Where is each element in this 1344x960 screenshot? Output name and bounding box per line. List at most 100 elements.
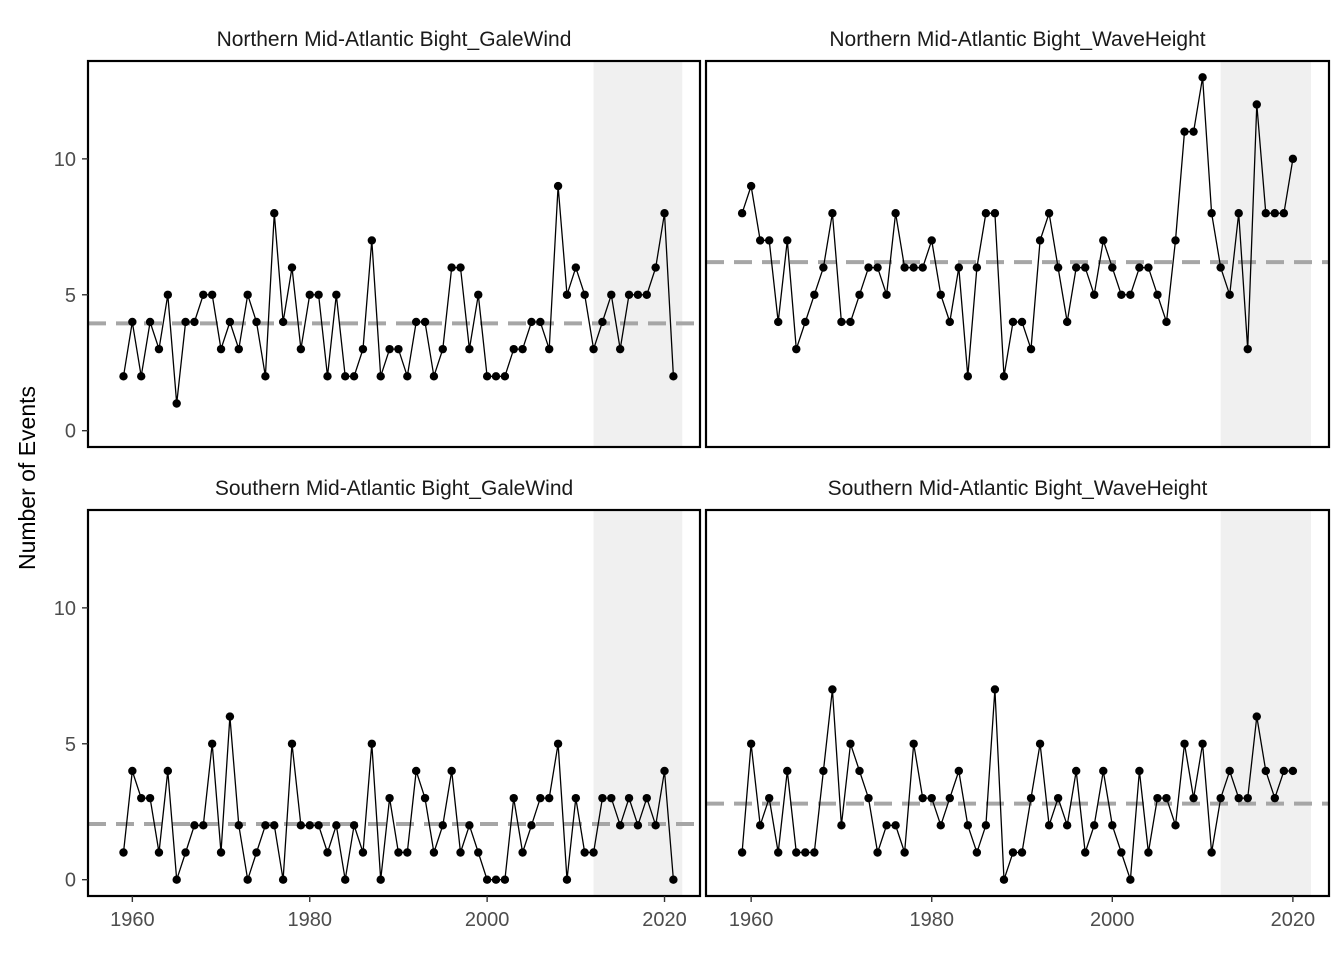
data-point bbox=[207, 739, 217, 748]
data-point bbox=[420, 793, 430, 803]
data-point bbox=[642, 793, 651, 803]
data-point bbox=[891, 821, 900, 830]
data-point bbox=[607, 290, 616, 299]
data-point bbox=[945, 317, 954, 327]
data-point bbox=[1090, 290, 1099, 299]
data-point bbox=[1008, 317, 1018, 327]
data-point bbox=[615, 344, 625, 354]
shaded-region bbox=[593, 510, 683, 896]
data-point bbox=[1243, 344, 1252, 354]
data-point bbox=[651, 821, 660, 830]
data-point bbox=[163, 766, 173, 776]
data-point bbox=[580, 848, 589, 857]
x-tick-label: 2000 bbox=[465, 909, 510, 931]
series-line bbox=[741, 77, 1294, 377]
data-point bbox=[589, 344, 598, 354]
data-point bbox=[181, 848, 190, 857]
data-point bbox=[837, 821, 846, 830]
x-tick-label: 2000 bbox=[1090, 909, 1135, 931]
data-point bbox=[1207, 209, 1216, 218]
y-tick-label: 0 bbox=[65, 870, 76, 892]
shaded-region bbox=[1220, 61, 1311, 447]
data-point bbox=[225, 712, 235, 721]
data-point bbox=[1288, 766, 1298, 776]
data-point bbox=[1225, 766, 1234, 776]
data-point bbox=[509, 793, 518, 803]
data-point bbox=[801, 848, 810, 857]
panel-border bbox=[704, 508, 1331, 898]
data-point bbox=[349, 372, 359, 381]
data-point bbox=[765, 793, 774, 803]
panel-title: Northern Mid-Atlantic Bight_WaveHeight bbox=[829, 28, 1205, 51]
data-point bbox=[349, 821, 359, 830]
data-point bbox=[1026, 793, 1036, 803]
data-point bbox=[737, 848, 747, 857]
data-point bbox=[855, 766, 864, 776]
data-point bbox=[864, 793, 873, 803]
series-line bbox=[741, 689, 1293, 880]
data-point bbox=[465, 344, 474, 354]
data-point bbox=[243, 875, 252, 884]
data-point bbox=[1053, 793, 1063, 803]
data-point bbox=[367, 739, 377, 748]
data-point bbox=[403, 372, 412, 381]
data-point bbox=[633, 821, 643, 830]
data-point bbox=[562, 290, 572, 299]
data-point bbox=[900, 848, 909, 857]
data-point bbox=[447, 263, 456, 272]
data-point bbox=[891, 209, 900, 218]
data-point bbox=[927, 793, 936, 803]
data-point bbox=[1180, 739, 1189, 748]
data-point bbox=[1081, 263, 1090, 272]
data-point bbox=[615, 821, 625, 830]
data-point bbox=[332, 821, 341, 830]
data-point bbox=[1153, 793, 1162, 803]
data-point bbox=[545, 344, 554, 354]
x-tick-label: 1960 bbox=[729, 909, 774, 931]
data-point bbox=[1135, 766, 1144, 776]
data-point bbox=[252, 848, 261, 857]
data-point bbox=[287, 739, 297, 748]
data-point bbox=[1279, 209, 1289, 218]
data-point bbox=[429, 848, 439, 857]
data-point bbox=[1189, 127, 1198, 136]
data-point bbox=[341, 372, 350, 381]
data-point bbox=[927, 236, 936, 245]
data-point bbox=[509, 344, 518, 354]
data-point bbox=[571, 793, 581, 803]
data-point bbox=[633, 290, 643, 299]
data-point bbox=[270, 209, 279, 218]
data-point bbox=[199, 290, 208, 299]
panel-title: Northern Mid-Atlantic Bight_GaleWind bbox=[217, 28, 572, 51]
data-point bbox=[1117, 290, 1126, 299]
data-point bbox=[1207, 848, 1216, 857]
data-point bbox=[1126, 875, 1135, 884]
data-point bbox=[774, 848, 783, 857]
data-point bbox=[737, 209, 747, 218]
data-point bbox=[518, 344, 527, 354]
data-point bbox=[190, 821, 199, 830]
data-point bbox=[385, 793, 394, 803]
data-point bbox=[846, 317, 855, 327]
data-point bbox=[394, 848, 403, 857]
data-point bbox=[1062, 821, 1072, 830]
data-point bbox=[918, 263, 927, 272]
data-point bbox=[376, 875, 385, 884]
data-point bbox=[882, 290, 891, 299]
data-point bbox=[1234, 793, 1243, 803]
data-point bbox=[810, 290, 819, 299]
data-point bbox=[1099, 766, 1108, 776]
data-point bbox=[855, 290, 864, 299]
data-point bbox=[783, 766, 792, 776]
data-point bbox=[1071, 263, 1081, 272]
data-point bbox=[358, 848, 368, 857]
data-point bbox=[828, 685, 837, 694]
data-point bbox=[411, 317, 421, 327]
data-point bbox=[403, 848, 412, 857]
data-point bbox=[746, 739, 756, 748]
y-tick-label: 10 bbox=[54, 598, 76, 620]
panel-title: Southern Mid-Atlantic Bight_GaleWind bbox=[215, 477, 573, 500]
data-point bbox=[810, 848, 819, 857]
data-point bbox=[287, 263, 297, 272]
